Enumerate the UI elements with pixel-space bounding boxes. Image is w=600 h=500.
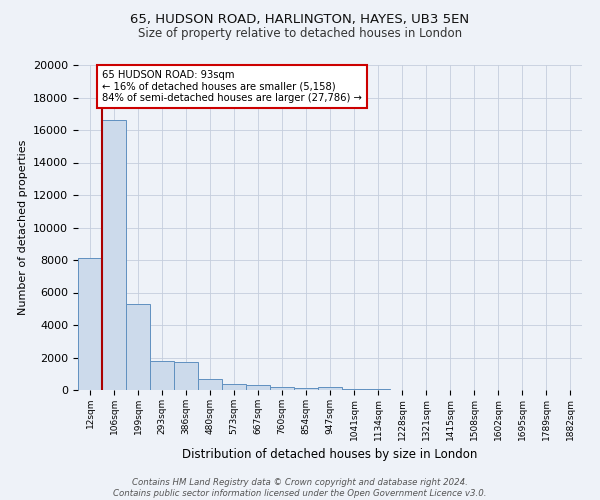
Bar — [318, 387, 342, 390]
Bar — [78, 258, 102, 390]
Bar — [174, 362, 198, 390]
Bar — [102, 120, 126, 390]
Bar — [222, 384, 246, 390]
Text: Size of property relative to detached houses in London: Size of property relative to detached ho… — [138, 28, 462, 40]
Y-axis label: Number of detached properties: Number of detached properties — [17, 140, 28, 315]
Bar — [270, 387, 294, 390]
Bar — [150, 361, 174, 390]
Bar — [342, 389, 366, 390]
Bar — [246, 385, 270, 390]
Bar — [126, 304, 150, 390]
Bar — [198, 378, 222, 390]
Bar — [294, 388, 318, 390]
Text: Contains HM Land Registry data © Crown copyright and database right 2024.
Contai: Contains HM Land Registry data © Crown c… — [113, 478, 487, 498]
X-axis label: Distribution of detached houses by size in London: Distribution of detached houses by size … — [182, 448, 478, 461]
Text: 65 HUDSON ROAD: 93sqm
← 16% of detached houses are smaller (5,158)
84% of semi-d: 65 HUDSON ROAD: 93sqm ← 16% of detached … — [103, 70, 362, 103]
Text: 65, HUDSON ROAD, HARLINGTON, HAYES, UB3 5EN: 65, HUDSON ROAD, HARLINGTON, HAYES, UB3 … — [130, 12, 470, 26]
